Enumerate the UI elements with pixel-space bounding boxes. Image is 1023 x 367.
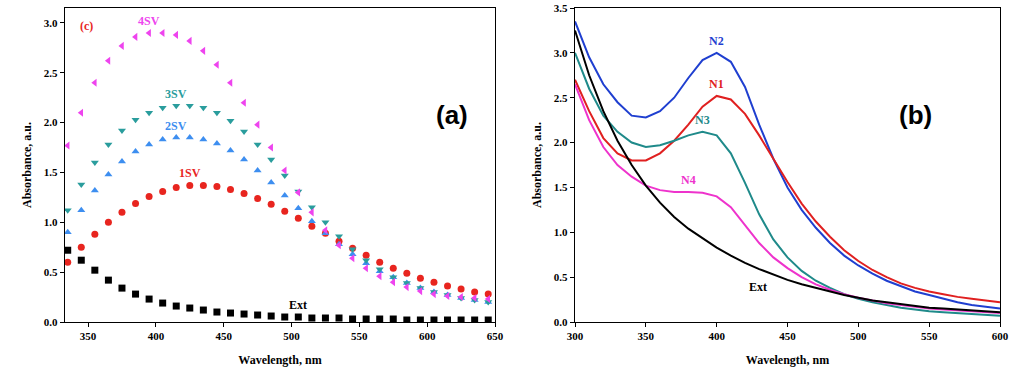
svg-text:550: 550	[921, 330, 938, 342]
svg-text:Wavelength, nm: Wavelength, nm	[238, 353, 321, 367]
svg-text:1.5: 1.5	[554, 181, 568, 193]
svg-text:3.5: 3.5	[554, 2, 568, 14]
svg-text:N1: N1	[709, 77, 724, 91]
svg-text:0.0: 0.0	[44, 316, 58, 328]
svg-text:N4: N4	[681, 173, 696, 187]
svg-text:(c): (c)	[80, 19, 93, 33]
svg-text:650: 650	[487, 330, 504, 342]
svg-text:Absorbance, a.u.: Absorbance, a.u.	[530, 122, 544, 208]
svg-text:550: 550	[351, 330, 368, 342]
svg-text:600: 600	[419, 330, 436, 342]
svg-text:400: 400	[708, 330, 725, 342]
svg-text:2.0: 2.0	[554, 136, 568, 148]
svg-text:3SV: 3SV	[165, 87, 187, 101]
svg-text:(b): (b)	[899, 100, 932, 130]
svg-text:0.5: 0.5	[554, 271, 568, 283]
svg-text:0.5: 0.5	[44, 266, 58, 278]
svg-text:Ext: Ext	[749, 280, 767, 294]
svg-text:Wavelength, nm: Wavelength, nm	[746, 353, 829, 367]
svg-text:2.5: 2.5	[554, 92, 568, 104]
svg-text:(a): (a)	[436, 100, 468, 130]
svg-text:450: 450	[779, 330, 796, 342]
svg-text:400: 400	[148, 330, 165, 342]
svg-text:1.0: 1.0	[554, 226, 568, 238]
svg-text:350: 350	[638, 330, 655, 342]
svg-text:Absorbance, a.u.: Absorbance, a.u.	[20, 122, 34, 208]
svg-text:0.0: 0.0	[554, 316, 568, 328]
svg-text:500: 500	[283, 330, 300, 342]
svg-text:350: 350	[80, 330, 97, 342]
svg-text:N3: N3	[695, 113, 710, 127]
svg-text:N2: N2	[709, 34, 724, 48]
svg-text:2.5: 2.5	[44, 67, 58, 79]
svg-text:450: 450	[215, 330, 232, 342]
svg-text:4SV: 4SV	[138, 14, 160, 28]
svg-text:2.0: 2.0	[44, 116, 58, 128]
svg-text:Ext: Ext	[289, 298, 307, 312]
svg-text:3.0: 3.0	[44, 17, 58, 29]
svg-text:300: 300	[567, 330, 584, 342]
svg-text:600: 600	[992, 330, 1009, 342]
svg-text:1.5: 1.5	[44, 166, 58, 178]
svg-text:1.0: 1.0	[44, 216, 58, 228]
svg-text:2SV: 2SV	[165, 119, 187, 133]
svg-text:3.0: 3.0	[554, 47, 568, 59]
svg-text:1SV: 1SV	[179, 166, 201, 180]
svg-text:500: 500	[850, 330, 867, 342]
